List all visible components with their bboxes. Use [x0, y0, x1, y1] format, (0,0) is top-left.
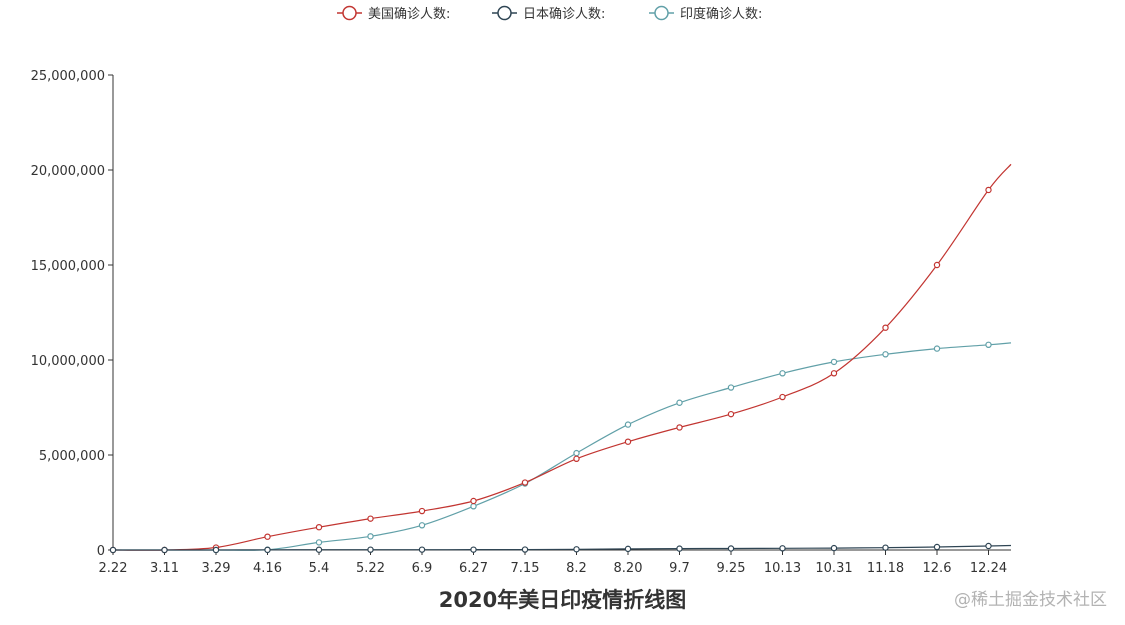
data-point-japan[interactable] [676, 545, 683, 552]
x-tick-label: 6.9 [412, 561, 433, 576]
data-point-japan[interactable] [830, 544, 838, 552]
data-point-india[interactable] [676, 399, 683, 406]
x-tick-label: 5.22 [356, 561, 385, 576]
data-point-us[interactable] [418, 507, 426, 515]
data-point-japan[interactable] [264, 546, 271, 554]
x-tick-label: 12.24 [970, 561, 1007, 576]
data-point-us[interactable] [367, 515, 374, 522]
x-tick-label: 8.20 [614, 561, 643, 576]
y-tick-label: 25,000,000 [31, 69, 105, 84]
data-point-india[interactable] [985, 341, 992, 348]
data-point-japan[interactable] [985, 542, 992, 550]
series-us [109, 163, 1012, 554]
data-point-japan[interactable] [933, 543, 941, 551]
data-point-us[interactable] [315, 524, 323, 531]
x-tick-label: 10.13 [764, 561, 801, 576]
watermark: @稀土掘金技术社区 [954, 590, 1107, 610]
data-point-india[interactable] [418, 522, 426, 529]
data-point-us[interactable] [882, 324, 889, 331]
data-point-india[interactable] [573, 449, 580, 457]
data-point-us[interactable] [624, 438, 632, 445]
data-point-japan[interactable] [161, 546, 168, 554]
series-layer [109, 163, 1012, 554]
data-point-us[interactable] [985, 186, 992, 194]
series-line-us [112, 163, 1012, 551]
x-axis: 2.22 3.11 3.29 4.16 5.4 5.22 6.9 6.27 7.15 8.2 8.2… [99, 549, 1011, 576]
x-tick-label: 3.11 [150, 561, 179, 576]
series-line-japan [112, 544, 1012, 551]
data-point-us[interactable] [470, 497, 477, 505]
data-point-us[interactable] [933, 261, 941, 269]
legend-label: 日本确诊人数: [523, 7, 605, 22]
x-tick-label: 4.16 [253, 561, 282, 576]
data-point-india[interactable] [882, 351, 889, 358]
data-point-japan[interactable] [315, 546, 323, 553]
legend-marker [497, 5, 512, 21]
data-point-india[interactable] [933, 345, 941, 352]
data-point-japan[interactable] [882, 544, 889, 551]
x-tick-label: 6.27 [459, 561, 488, 576]
data-point-us[interactable] [727, 410, 735, 418]
data-point-japan[interactable] [573, 546, 580, 553]
y-tick-label: 5,000,000 [39, 449, 105, 464]
x-tick-label: 7.15 [511, 561, 540, 576]
data-point-japan[interactable] [418, 546, 426, 553]
data-point-india[interactable] [830, 358, 838, 366]
data-point-us[interactable] [830, 370, 838, 377]
data-point-japan[interactable] [779, 545, 786, 552]
data-point-us[interactable] [521, 479, 529, 486]
series-line-india [112, 342, 1012, 551]
data-point-japan[interactable] [727, 545, 735, 552]
data-point-japan[interactable] [624, 545, 632, 553]
x-tick-label: 2.22 [99, 561, 128, 576]
legend[interactable]: 美国确诊人数: 日本确诊人数: 印度确诊人数: [337, 5, 762, 23]
legend-marker [342, 5, 357, 21]
data-point-japan[interactable] [212, 546, 220, 554]
x-tick-label: 8.2 [566, 561, 587, 576]
legend-item-us[interactable]: 美国确诊人数: [337, 5, 450, 23]
data-point-japan[interactable] [367, 546, 374, 553]
data-point-us[interactable] [676, 424, 683, 431]
data-point-us[interactable] [573, 455, 580, 462]
data-point-japan[interactable] [521, 546, 529, 553]
y-tick-label: 15,000,000 [31, 259, 105, 274]
y-axis: 0 5,000,000 10,000,000 15,000,000 20,000,000… [31, 69, 114, 559]
data-point-us[interactable] [779, 393, 786, 401]
data-point-india[interactable] [470, 503, 477, 510]
y-tick-label: 20,000,000 [31, 164, 105, 179]
x-tick-label: 3.29 [202, 561, 231, 576]
data-point-india[interactable] [727, 384, 735, 391]
data-point-india[interactable] [315, 539, 323, 546]
x-tick-label: 10.31 [815, 561, 852, 576]
legend-marker [654, 5, 669, 21]
legend-item-japan[interactable]: 日本确诊人数: [492, 5, 605, 23]
legend-label: 印度确诊人数: [680, 6, 762, 22]
x-tick-label: 5.4 [309, 561, 330, 576]
data-point-japan[interactable] [470, 546, 477, 553]
x-tick-label: 9.25 [717, 561, 746, 576]
x-tick-label: 12.6 [923, 561, 952, 576]
data-point-india[interactable] [624, 421, 632, 428]
data-point-india[interactable] [367, 533, 374, 540]
y-tick-label: 10,000,000 [31, 354, 105, 369]
y-tick-label: 0 [97, 544, 105, 559]
legend-label: 美国确诊人数: [368, 7, 450, 22]
legend-item-india[interactable]: 印度确诊人数: [649, 5, 762, 22]
x-tick-label: 11.18 [867, 561, 904, 576]
data-point-us[interactable] [264, 533, 271, 540]
x-tick-label: 9.7 [669, 561, 690, 576]
data-point-india[interactable] [779, 370, 786, 377]
chart-title: 2020年美日印疫情折线图 [438, 588, 687, 612]
data-point-japan[interactable] [109, 546, 117, 554]
series-japan [109, 542, 1012, 554]
series-india [109, 341, 1012, 554]
